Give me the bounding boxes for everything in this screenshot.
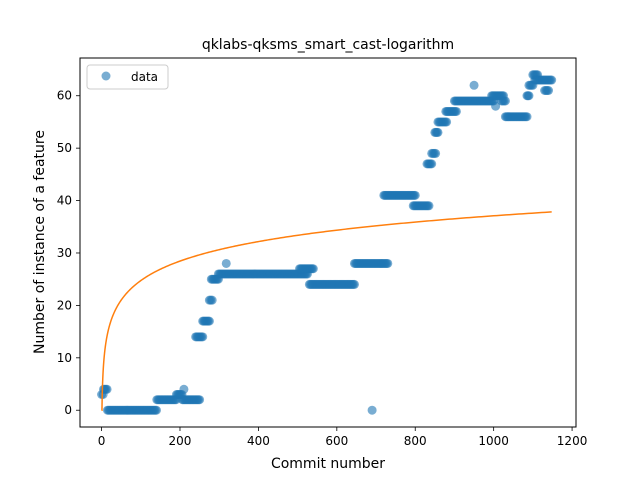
data-point <box>469 80 479 90</box>
data-point <box>204 316 214 326</box>
fit-curve <box>101 211 552 411</box>
y-tick-label: 10 <box>57 351 72 365</box>
y-tick-label: 40 <box>57 194 72 208</box>
data-point <box>433 127 443 137</box>
x-tick-label: 800 <box>404 434 427 448</box>
chart-title: qklabs-qksms_smart_cast-logarithm <box>202 37 454 53</box>
data-point <box>308 264 318 274</box>
y-tick-label: 60 <box>57 89 72 103</box>
data-point <box>207 295 217 305</box>
data-point <box>198 332 208 342</box>
x-tick-label: 200 <box>169 434 192 448</box>
x-axis-ticks: 0 200 400 600 800 1000 1200 <box>98 427 588 448</box>
x-axis-label: Commit number <box>271 456 385 472</box>
y-tick-label: 30 <box>57 246 72 260</box>
data-point <box>179 384 189 394</box>
x-tick-label: 1000 <box>478 434 509 448</box>
plot-area <box>97 70 557 415</box>
data-point <box>544 86 554 95</box>
data-point <box>221 258 231 268</box>
data-point <box>547 75 557 85</box>
legend-box <box>86 64 169 90</box>
legend-marker <box>101 71 111 81</box>
data-point <box>442 117 452 127</box>
data-point <box>424 201 434 211</box>
legend-label: data <box>131 70 158 84</box>
y-tick-label: 0 <box>64 403 72 417</box>
data-point <box>427 159 437 169</box>
axes-frame <box>79 57 577 428</box>
x-tick-label: 1200 <box>557 434 588 448</box>
data-point <box>151 405 161 415</box>
data-point <box>500 96 510 106</box>
x-tick-label: 600 <box>325 434 348 448</box>
data-point <box>367 405 377 415</box>
x-tick-label: 400 <box>247 434 270 448</box>
data-point <box>431 148 441 158</box>
data-point <box>349 279 359 289</box>
x-tick-label: 0 <box>98 434 106 448</box>
legend: data <box>86 64 169 90</box>
data-point <box>195 395 205 405</box>
y-tick-label: 50 <box>57 141 72 155</box>
y-tick-label: 20 <box>57 298 72 312</box>
data-point <box>102 384 112 394</box>
data-point <box>383 258 393 268</box>
data-point <box>491 101 501 111</box>
y-axis-label: Number of instance of a feature <box>32 130 48 354</box>
data-point <box>451 106 461 116</box>
data-point <box>522 112 532 122</box>
y-axis-ticks: 0 10 20 30 40 50 60 <box>57 89 80 417</box>
data-point <box>410 190 420 200</box>
data-point <box>524 91 534 101</box>
